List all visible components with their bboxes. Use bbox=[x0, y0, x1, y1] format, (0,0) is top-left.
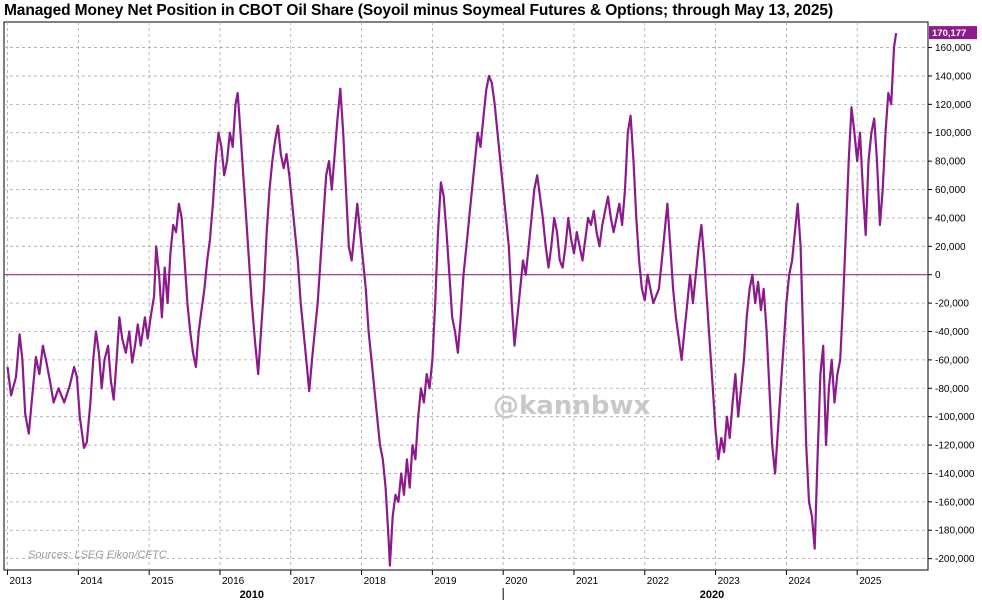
series-line bbox=[6, 32, 898, 567]
y-tick-label: 40,000 bbox=[935, 213, 966, 224]
last-value-text: 170,177 bbox=[932, 28, 966, 39]
y-tick-label: 120,000 bbox=[935, 100, 972, 111]
y-tick-label: -40,000 bbox=[935, 327, 969, 338]
x-tick-label: 2025 bbox=[859, 576, 882, 587]
x-tick-label: 2021 bbox=[576, 576, 599, 587]
x-tick-label: 2017 bbox=[293, 576, 316, 587]
y-tick-label: -20,000 bbox=[935, 299, 969, 310]
y-tick-label: -200,000 bbox=[935, 554, 975, 565]
last-value-bg bbox=[929, 26, 977, 40]
gridlines bbox=[4, 22, 928, 570]
y-tick-label: 160,000 bbox=[935, 43, 972, 54]
x-tick-label: 2015 bbox=[151, 576, 174, 587]
y-tick-label: -100,000 bbox=[935, 412, 975, 423]
x-axis-labels: 2013 2014 2015 2016 2017 2018 2019 2020 2021 2022… bbox=[7, 570, 882, 600]
y-tick-label: 0 bbox=[935, 270, 941, 281]
x-secondary-label: 2020 bbox=[700, 589, 724, 600]
x-tick-label: 2014 bbox=[80, 576, 103, 587]
x-tick-label: 2023 bbox=[718, 576, 741, 587]
y-tick-label: -180,000 bbox=[935, 526, 975, 537]
y-tick-label: -120,000 bbox=[935, 441, 975, 452]
x-tick-label: 2020 bbox=[505, 576, 528, 587]
y-tick-label: 140,000 bbox=[935, 71, 972, 82]
watermark: @kannbwx bbox=[493, 391, 650, 421]
x-tick-label: 2024 bbox=[788, 576, 811, 587]
y-tick-label: -60,000 bbox=[935, 355, 969, 366]
plot-frame bbox=[3, 21, 929, 571]
x-tick-label: 2019 bbox=[434, 576, 457, 587]
y-tick-label: -80,000 bbox=[935, 384, 969, 395]
x-tick-label: 2016 bbox=[222, 576, 245, 587]
x-tick-label: 2018 bbox=[364, 576, 387, 587]
last-value-badge: 170,177 bbox=[929, 26, 977, 40]
x-tick-label: 2022 bbox=[647, 576, 670, 587]
y-tick-label: 20,000 bbox=[935, 242, 966, 253]
y-tick-label: 80,000 bbox=[935, 157, 966, 168]
x-secondary-label: 2010 bbox=[240, 589, 264, 600]
source-note: Sources: LSEG Eikon/CFTC bbox=[28, 549, 167, 561]
y-tick-label: 100,000 bbox=[935, 128, 972, 139]
x-tick-label: 2013 bbox=[10, 576, 33, 587]
chart-title: Managed Money Net Position in CBOT Oil S… bbox=[4, 2, 834, 19]
y-axis-labels: 160,000 140,000 120,000 100,000 80,000 60,000… bbox=[928, 43, 975, 565]
y-tick-label: 60,000 bbox=[935, 185, 966, 196]
y-tick-label: -140,000 bbox=[935, 469, 975, 480]
y-tick-label: -160,000 bbox=[935, 497, 975, 508]
